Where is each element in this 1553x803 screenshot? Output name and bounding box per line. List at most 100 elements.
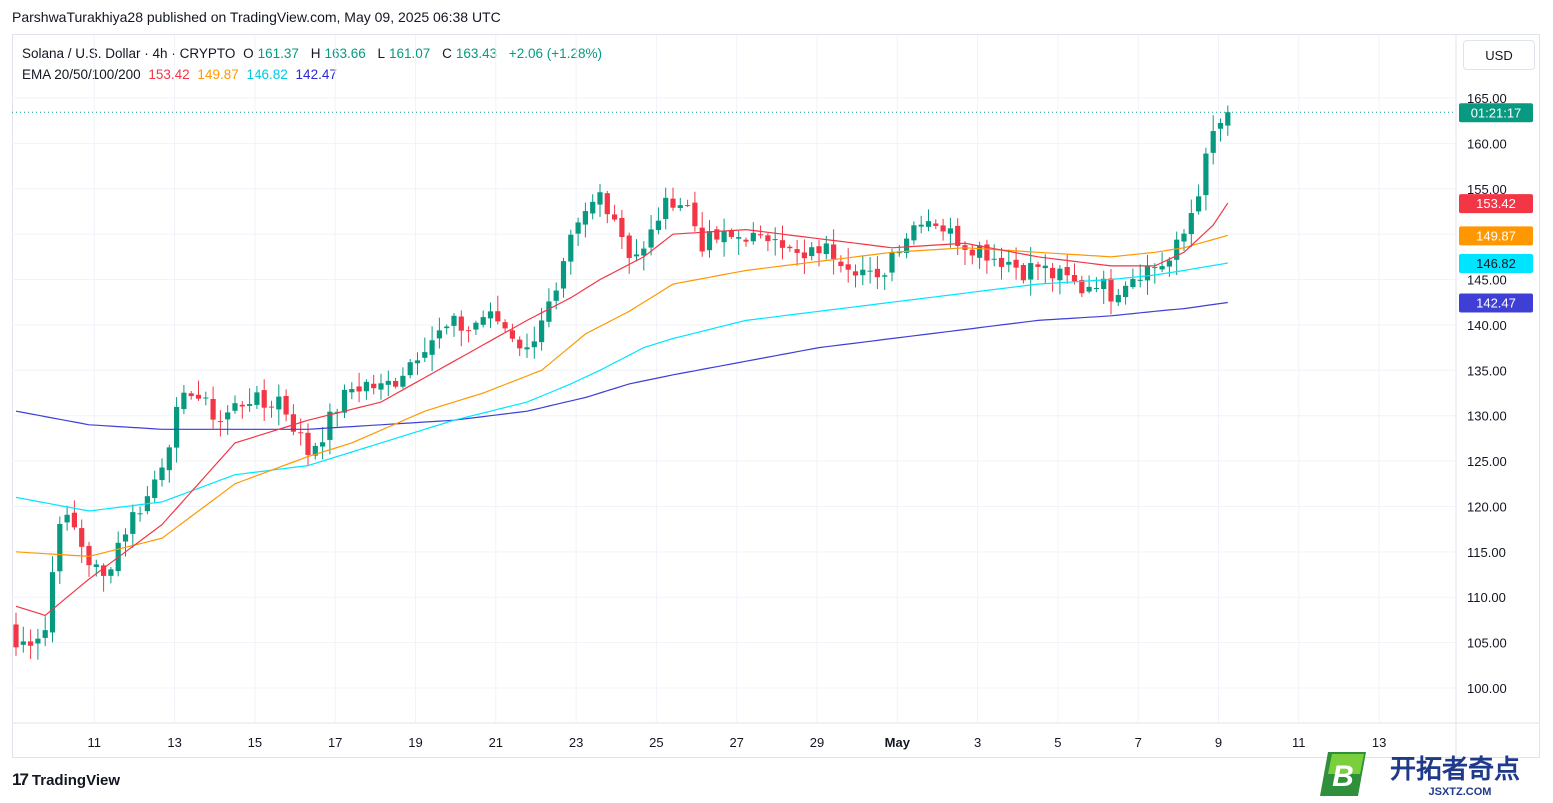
candle-body (1086, 286, 1092, 292)
candle-body (166, 447, 172, 471)
symbol-name[interactable]: Solana / U.S. Dollar · 4h · CRYPTO (22, 46, 236, 61)
y-tick-label: 140.00 (1467, 318, 1507, 333)
candle-body (480, 317, 486, 325)
candle-body (509, 330, 515, 339)
x-tick-label: 27 (729, 735, 743, 750)
candle-body (268, 406, 275, 408)
candle-body (79, 528, 85, 547)
candle-body (101, 565, 107, 576)
symbol-legend: Solana / U.S. Dollar · 4h · CRYPTO O 161.… (22, 46, 606, 61)
candle-body (560, 261, 567, 289)
y-tick-label: 120.00 (1467, 499, 1507, 514)
close-label: C (442, 46, 452, 61)
candle-body (575, 222, 581, 234)
candle-body (20, 641, 26, 645)
candle-body (655, 220, 661, 231)
candle-body (517, 339, 523, 349)
candle-body (1057, 268, 1063, 281)
candle-body (305, 432, 311, 455)
x-tick-label: 3 (974, 735, 981, 750)
candle-body (451, 315, 457, 326)
candle-body (174, 406, 180, 448)
low-value: 161.07 (389, 46, 431, 61)
ema-price-label: 146.82 (1476, 256, 1516, 271)
candle-body (1006, 261, 1012, 265)
candle-body (1050, 267, 1056, 279)
candle-body (312, 445, 318, 456)
open-label: O (243, 46, 254, 61)
candle-body (283, 396, 289, 415)
ema100-value: 146.82 (246, 67, 288, 82)
candle-body (685, 205, 691, 207)
ema20-value: 153.42 (148, 67, 190, 82)
close-value: 163.43 (455, 46, 498, 61)
ema20-line (15, 202, 1229, 617)
candle-body (838, 261, 844, 267)
candle-body (896, 252, 902, 254)
candle-body (714, 229, 720, 240)
candle-body (1203, 153, 1209, 196)
candle-body (436, 330, 442, 339)
ema-price-label: 153.42 (1476, 196, 1516, 211)
candle-body (152, 479, 158, 499)
candle-body (93, 564, 99, 568)
candle-body (108, 569, 114, 576)
candle-body (1101, 278, 1107, 290)
ema-label[interactable]: EMA 20/50/100/200 (22, 67, 141, 82)
candle-body (860, 269, 866, 276)
countdown-label: 01:21:17 (1471, 105, 1522, 120)
watermark-sub: JSXTZ.COM (1429, 786, 1492, 798)
candle-body (1188, 213, 1194, 235)
candle-body (414, 360, 421, 364)
candle-body (232, 403, 238, 411)
candle-body (290, 414, 296, 432)
candle-body (276, 396, 282, 410)
y-tick-label: 160.00 (1467, 136, 1507, 151)
x-tick-label: 7 (1135, 735, 1142, 750)
candle-body (407, 362, 413, 376)
candle-body (487, 311, 494, 319)
candle-body (1174, 239, 1180, 260)
candle-body (889, 252, 895, 273)
candle-body (210, 398, 216, 420)
candle-body (677, 205, 683, 208)
y-tick-label: 115.00 (1467, 545, 1506, 560)
y-tick-label: 155.00 (1467, 182, 1507, 197)
currency-button[interactable]: USD (1463, 40, 1535, 70)
candle-body (991, 258, 997, 260)
candle-body (422, 352, 428, 358)
candle-body (1035, 264, 1041, 267)
candle-body (356, 386, 362, 392)
candle-body (633, 254, 640, 257)
candle-body (692, 202, 698, 227)
x-tick-label: 21 (489, 735, 503, 750)
ema50-value: 149.87 (197, 67, 239, 82)
candle-body (867, 270, 873, 272)
candle-body (918, 224, 924, 227)
candle-body (327, 411, 333, 440)
candle-body (568, 234, 574, 262)
y-tick-label: 145.00 (1467, 273, 1507, 288)
candle-body (1159, 266, 1165, 270)
candle-body (904, 238, 910, 253)
ema-price-label-bg (1459, 293, 1533, 313)
candle-body (648, 229, 654, 248)
candle-body (298, 432, 304, 434)
candle-body (378, 383, 384, 390)
candle-body (1130, 278, 1136, 288)
ema-legend: EMA 20/50/100/200 153.42 149.87 146.82 1… (22, 67, 341, 82)
candle-body (254, 392, 260, 405)
candle-body (998, 257, 1005, 267)
ema200-value: 142.47 (295, 67, 337, 82)
x-tick-label: 5 (1054, 735, 1061, 750)
candle-body (35, 638, 41, 644)
ema-price-label: 149.87 (1476, 228, 1516, 243)
candle-body (137, 513, 143, 515)
candle-body (1166, 260, 1172, 267)
tradingview-logo[interactable]: 17 TradingView (12, 770, 120, 790)
candle-body (49, 572, 56, 633)
candle-body (320, 442, 326, 447)
candle-body (1013, 259, 1019, 268)
candle-body (743, 239, 749, 242)
